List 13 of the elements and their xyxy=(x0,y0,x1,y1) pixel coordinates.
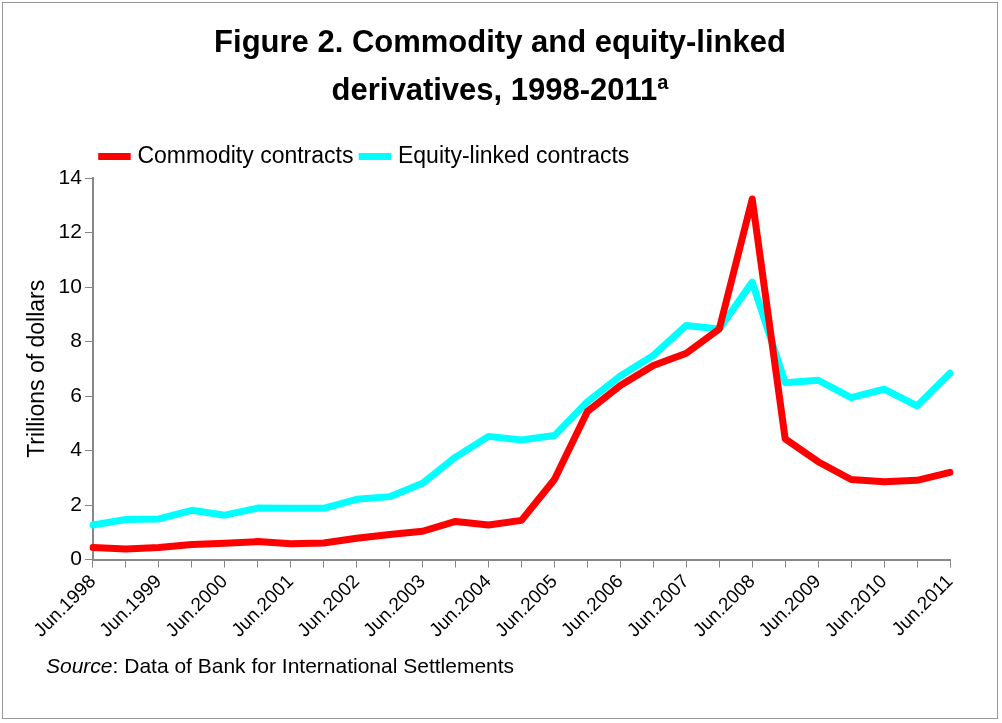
legend-label: Commodity contracts xyxy=(137,141,354,168)
y-tick-label: 8 xyxy=(70,328,82,352)
y-tick-label: 14 xyxy=(58,164,83,188)
y-axis-title: Trillions of dollars xyxy=(23,279,50,458)
source-note: Source: Data of Bank for International Settlements xyxy=(46,654,515,678)
y-tick-label: 10 xyxy=(58,273,82,297)
y-tick-label: 6 xyxy=(70,382,82,406)
y-tick-label: 2 xyxy=(70,491,82,515)
legend-label: Equity-linked contracts xyxy=(397,141,630,168)
y-tick-label: 0 xyxy=(70,546,82,570)
chart-title: Figure 2. Commodity and equity-linked derivatives, 1998-2011$^{a}$ xyxy=(213,23,787,110)
y-tick-label: 4 xyxy=(70,437,83,461)
y-tick-label: 12 xyxy=(58,219,82,243)
